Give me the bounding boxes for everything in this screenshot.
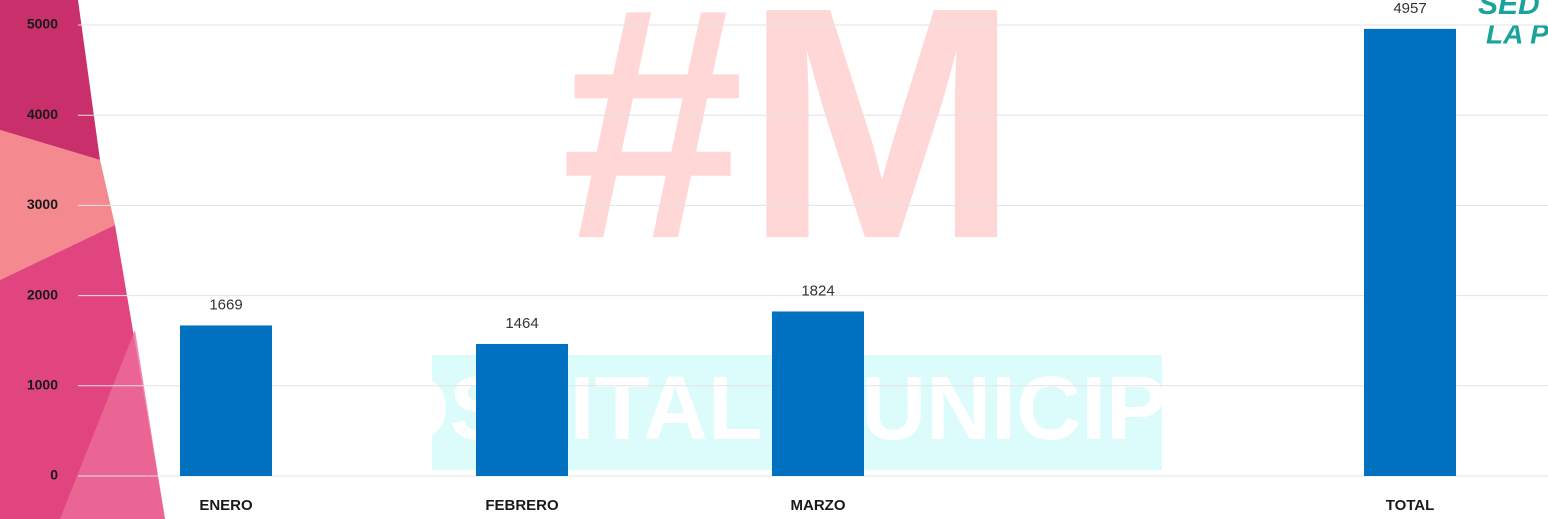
logo-line: LA P xyxy=(1486,18,1548,49)
x-tick-label: TOTAL xyxy=(1386,497,1435,514)
bar xyxy=(180,325,272,476)
y-tick-label: 3000 xyxy=(27,196,58,212)
x-tick-label: FEBRERO xyxy=(485,497,559,514)
y-tick-label: 5000 xyxy=(27,16,58,32)
y-tick-label: 1000 xyxy=(27,377,58,393)
logo: SED LA P xyxy=(1478,0,1548,49)
y-tick-label: 4000 xyxy=(27,106,58,122)
data-label: 1824 xyxy=(801,282,834,299)
data-label: 1669 xyxy=(209,296,242,313)
data-label: 1464 xyxy=(505,315,538,332)
x-tick-label: MARZO xyxy=(791,497,846,514)
bar xyxy=(772,311,864,476)
logo-line: SED xyxy=(1478,0,1540,21)
background-decoration xyxy=(0,0,165,519)
bar xyxy=(476,343,568,476)
y-tick-label: 2000 xyxy=(27,286,58,302)
bar xyxy=(1364,28,1456,476)
y-tick-label: 0 xyxy=(50,467,58,483)
data-label: 4957 xyxy=(1393,0,1426,17)
x-tick-label: ENERO xyxy=(199,497,253,514)
watermark-logo: #M xyxy=(561,0,1019,307)
